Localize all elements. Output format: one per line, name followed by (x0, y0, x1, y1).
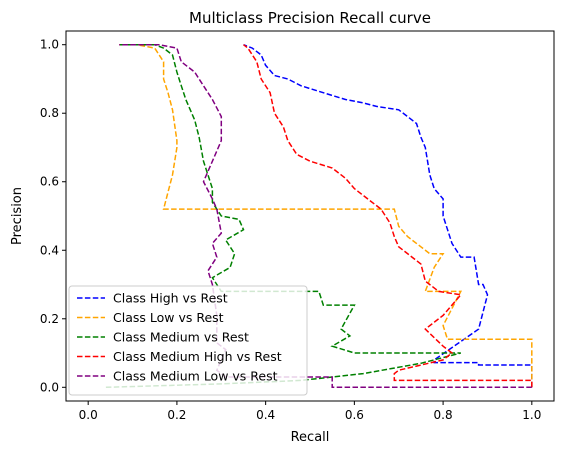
x-tick-label-1: 0.2 (167, 408, 186, 422)
y-tick-label-0: 0.0 (40, 380, 59, 394)
x-tick-label-5: 1.0 (522, 408, 541, 422)
x-tick-label-0: 0.0 (79, 408, 98, 422)
legend-label-4: Class Medium Low vs Rest (113, 369, 278, 384)
x-tick-label-4: 0.8 (434, 408, 453, 422)
plot-frame (65, 30, 555, 402)
legend-label-0: Class High vs Rest (113, 291, 228, 306)
y-tick-label-5: 1.0 (40, 38, 59, 52)
legend-box (68, 285, 308, 396)
y-tick-label-2: 0.4 (40, 243, 59, 257)
y-tick-label-4: 0.8 (40, 106, 59, 120)
legend-label-3: Class Medium High vs Rest (113, 349, 282, 364)
legend-label-1: Class Low vs Rest (113, 310, 224, 325)
x-tick-label-3: 0.6 (345, 408, 364, 422)
y-axis-label: Precision (10, 187, 25, 245)
x-axis-label: Recall (291, 430, 330, 445)
chart-title: Multiclass Precision Recall curve (189, 9, 431, 27)
legend-label-2: Class Medium vs Rest (113, 330, 249, 345)
series-line-3 (243, 44, 533, 388)
x-tick-label-2: 0.4 (256, 408, 275, 422)
series-line-0 (243, 44, 533, 388)
y-tick-label-3: 0.6 (40, 175, 59, 189)
axes-layer: 0.0 0.2 0.4 0.6 0.8 1.0 0.0 0.2 0.4 0.6 0.8 1.0 (40, 30, 555, 422)
legend: Class High vs Rest Class Low vs Rest Class… (68, 285, 308, 396)
y-tick-label-1: 0.2 (40, 312, 59, 326)
